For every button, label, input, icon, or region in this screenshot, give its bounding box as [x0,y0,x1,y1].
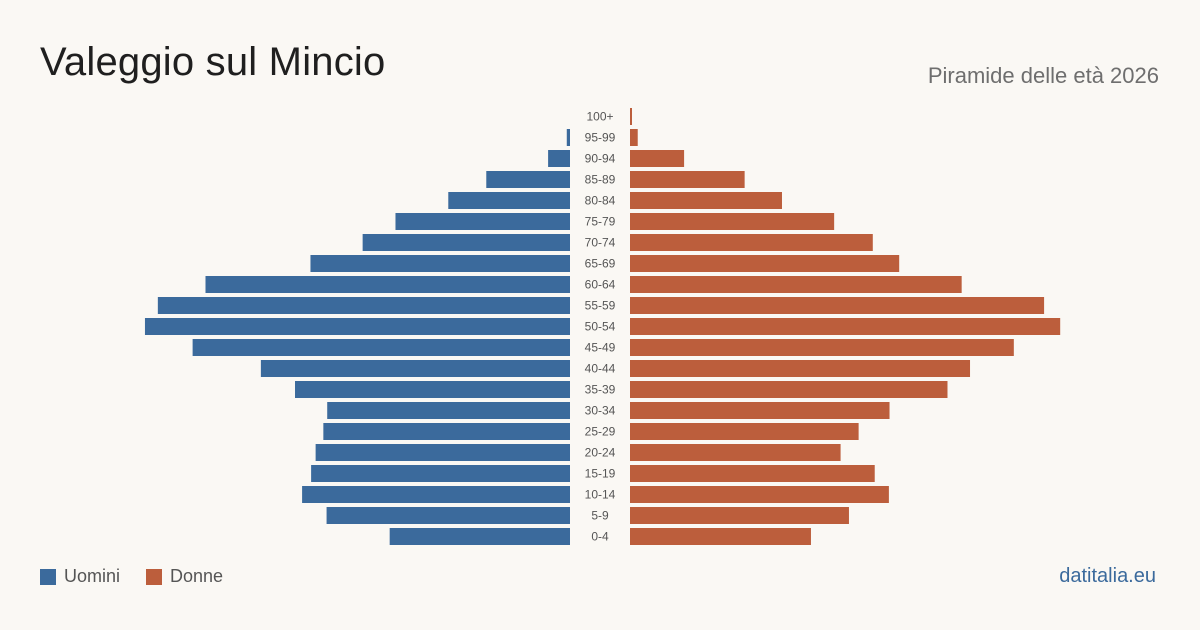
age-label-75-79: 75-79 [585,215,616,229]
bar-women-70-74 [630,234,873,251]
bar-men-30-34 [327,402,570,419]
age-label-30-34: 30-34 [585,404,616,418]
age-label-55-59: 55-59 [585,299,616,313]
bar-men-15-19 [311,465,570,482]
age-label-95-99: 95-99 [585,131,616,145]
chart-title: Valeggio sul Mincio [40,40,386,84]
age-label-90-94: 90-94 [585,152,616,166]
age-label-40-44: 40-44 [585,362,616,376]
age-label-25-29: 25-29 [585,425,616,439]
bar-women-5-9 [630,507,849,524]
bar-women-35-39 [630,381,948,398]
bar-women-30-34 [630,402,890,419]
bar-men-95-99 [566,129,570,146]
bar-women-50-54 [630,318,1061,335]
bar-men-85-89 [486,171,570,188]
age-label-85-89: 85-89 [585,173,616,187]
bar-men-5-9 [326,507,570,524]
bar-women-0-4 [630,528,811,545]
bar-women-80-84 [630,192,782,209]
bar-women-10-14 [630,486,889,503]
bar-women-90-94 [630,150,685,167]
bar-men-0-4 [389,528,570,545]
chart-subtitle: Piramide delle età 2026 [927,63,1159,88]
bar-men-10-14 [302,486,570,503]
bar-men-40-44 [260,360,570,377]
age-label-100+: 100+ [586,110,613,124]
legend: Uomini Donne [40,566,249,587]
age-label-15-19: 15-19 [585,467,616,481]
bar-women-45-49 [630,339,1014,356]
legend-label-women: Donne [170,566,224,586]
age-label-5-9: 5-9 [591,509,609,523]
bar-men-60-64 [205,276,570,293]
bar-women-65-69 [630,255,900,272]
bar-women-40-44 [630,360,971,377]
age-label-10-14: 10-14 [585,488,616,502]
bar-men-90-94 [548,150,570,167]
age-label-35-39: 35-39 [585,383,616,397]
bar-men-75-79 [395,213,570,230]
bar-women-55-59 [630,297,1045,314]
legend-swatch-men [40,568,56,585]
bar-men-35-39 [295,381,570,398]
bar-men-50-54 [144,318,570,335]
bar-men-25-29 [323,423,570,440]
age-label-0-4: 0-4 [591,530,609,544]
legend-swatch-women [146,568,163,585]
bar-men-70-74 [362,234,570,251]
bar-women-100+ [630,108,632,125]
bar-women-60-64 [630,276,962,293]
brand-link[interactable]: datitalia.eu [1059,565,1156,587]
age-label-70-74: 70-74 [585,236,616,250]
legend-item-men: Uomini [40,566,120,587]
age-label-50-54: 50-54 [585,320,616,334]
bar-men-80-84 [448,192,570,209]
legend-label-men: Uomini [64,566,121,586]
age-label-60-64: 60-64 [585,278,616,292]
bar-women-95-99 [630,129,638,146]
age-label-80-84: 80-84 [585,194,616,208]
bar-men-65-69 [310,255,570,272]
bar-men-20-24 [315,444,570,461]
bar-women-15-19 [630,465,875,482]
bar-men-45-49 [192,339,570,356]
bar-women-20-24 [630,444,841,461]
bar-men-55-59 [157,297,570,314]
age-label-45-49: 45-49 [585,341,616,355]
age-label-65-69: 65-69 [585,257,616,271]
age-label-20-24: 20-24 [585,446,616,460]
bar-women-75-79 [630,213,835,230]
bar-women-85-89 [630,171,745,188]
bar-women-25-29 [630,423,859,440]
legend-item-women: Donne [146,566,223,587]
